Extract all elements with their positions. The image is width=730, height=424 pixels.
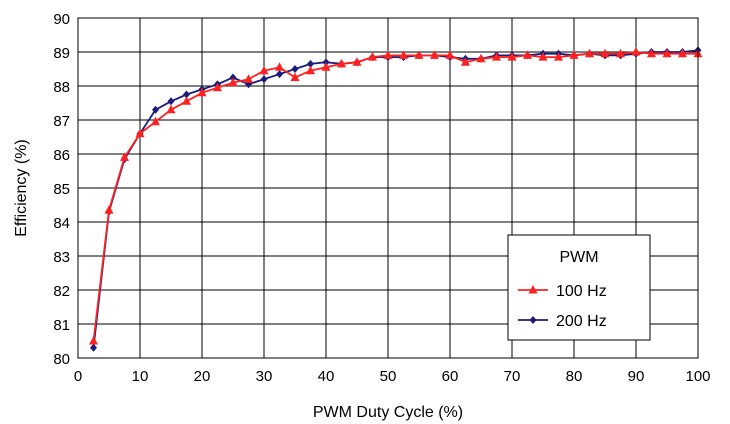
- data-point: [569, 50, 579, 59]
- data-point: [507, 52, 517, 61]
- data-point: [166, 104, 176, 114]
- data-point: [182, 96, 191, 105]
- data-point: [647, 48, 656, 58]
- data-point: [306, 65, 315, 75]
- data-point: [197, 87, 207, 97]
- legend-label: 200 Hz: [556, 313, 607, 330]
- data-point: [523, 50, 532, 59]
- data-point: [461, 57, 470, 66]
- data-point: [399, 50, 408, 59]
- data-point: [600, 48, 610, 58]
- data-point: [276, 70, 283, 79]
- data-point: [414, 50, 424, 59]
- data-point: [183, 90, 190, 99]
- data-point: [229, 73, 237, 82]
- y-tick-label: 83: [53, 249, 70, 266]
- series-line: [92, 51, 698, 342]
- y-tick-label: 90: [53, 11, 70, 28]
- y-tick-label: 86: [53, 147, 70, 164]
- y-tick-label: 88: [53, 79, 70, 96]
- y-tick-label: 87: [53, 113, 70, 130]
- data-point: [662, 48, 672, 58]
- data-point: [430, 50, 439, 59]
- data-point: [167, 97, 175, 106]
- data-point: [291, 65, 299, 73]
- data-point: [538, 52, 548, 61]
- x-tick-label: 100: [685, 368, 710, 385]
- x-tick-label: 80: [566, 368, 583, 385]
- data-point: [120, 152, 129, 161]
- data-point: [445, 50, 455, 59]
- data-point: [290, 72, 300, 81]
- y-tick-label: 89: [53, 45, 70, 62]
- data-point: [307, 59, 314, 68]
- data-point: [616, 48, 625, 58]
- x-tick-label: 70: [504, 368, 521, 385]
- series-100-hz: [89, 47, 703, 345]
- y-tick-labels: 80 81 82 83 84 85 86 87 88 89 90: [53, 11, 70, 368]
- data-point: [244, 74, 253, 83]
- x-tick-label: 60: [442, 368, 459, 385]
- legend-label: 100 Hz: [556, 283, 607, 300]
- x-tick-labels: 0 10 20 30 40 50 60 70 80 90 100: [74, 368, 711, 385]
- data-point: [260, 75, 268, 84]
- x-tick-label: 20: [194, 368, 211, 385]
- legend-item: 100 Hz: [518, 283, 607, 300]
- y-tick-label: 80: [53, 351, 70, 368]
- x-tick-label: 0: [74, 368, 82, 385]
- data-point: [89, 336, 98, 345]
- data-point: [259, 65, 269, 75]
- series-layer: [89, 46, 703, 352]
- data-point: [322, 58, 330, 67]
- data-point: [152, 105, 159, 114]
- data-point: [151, 116, 160, 126]
- x-axis-title: PWM Duty Cycle (%): [313, 404, 463, 421]
- data-point: [529, 316, 537, 324]
- x-tick-label: 50: [380, 368, 397, 385]
- y-tick-label: 84: [53, 215, 70, 232]
- data-point: [352, 57, 362, 66]
- data-point: [554, 52, 563, 61]
- data-point: [678, 48, 687, 58]
- legend-title: PWM: [559, 249, 598, 266]
- legend-item: 200 Hz: [518, 313, 607, 330]
- y-tick-label: 82: [53, 283, 70, 300]
- data-point: [383, 50, 393, 59]
- x-tick-label: 90: [628, 368, 645, 385]
- y-axis-title: Efficiency (%): [13, 139, 30, 237]
- data-point: [228, 77, 238, 87]
- data-point: [368, 52, 377, 61]
- x-tick-label: 40: [318, 368, 335, 385]
- x-tick-label: 10: [132, 368, 149, 385]
- legend: PWM 100 Hz 200 Hz: [507, 234, 651, 341]
- plot-frame: [77, 17, 699, 359]
- data-point: [275, 62, 284, 71]
- data-point: [90, 343, 97, 352]
- y-tick-label: 85: [53, 181, 70, 198]
- data-point: [476, 53, 486, 63]
- data-point: [213, 82, 222, 92]
- data-point: [631, 47, 641, 56]
- data-point: [337, 58, 346, 68]
- y-tick-label: 81: [53, 317, 70, 334]
- x-tick-label: 30: [256, 368, 273, 385]
- legend-items: 100 Hz 200 Hz: [518, 283, 607, 330]
- data-point: [492, 52, 501, 61]
- data-point: [585, 48, 594, 58]
- data-point: [321, 62, 331, 71]
- legend-box: [507, 234, 651, 341]
- data-point: [104, 205, 114, 214]
- data-point: [135, 128, 145, 138]
- data-point: [528, 285, 538, 294]
